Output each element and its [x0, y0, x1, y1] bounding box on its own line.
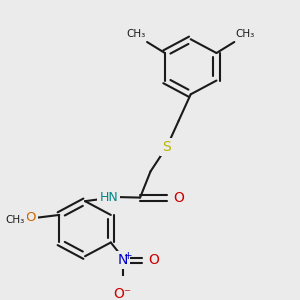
Text: +: +	[124, 251, 132, 261]
Text: CH₃: CH₃	[126, 29, 146, 39]
Text: CH₃: CH₃	[6, 215, 25, 225]
Text: CH₃: CH₃	[236, 29, 255, 39]
Text: N: N	[118, 254, 128, 267]
Text: O: O	[25, 211, 35, 224]
Text: O: O	[148, 254, 159, 267]
Text: O⁻: O⁻	[114, 287, 132, 300]
Text: HN: HN	[100, 190, 118, 203]
Text: O: O	[173, 190, 184, 205]
Text: S: S	[163, 140, 171, 154]
